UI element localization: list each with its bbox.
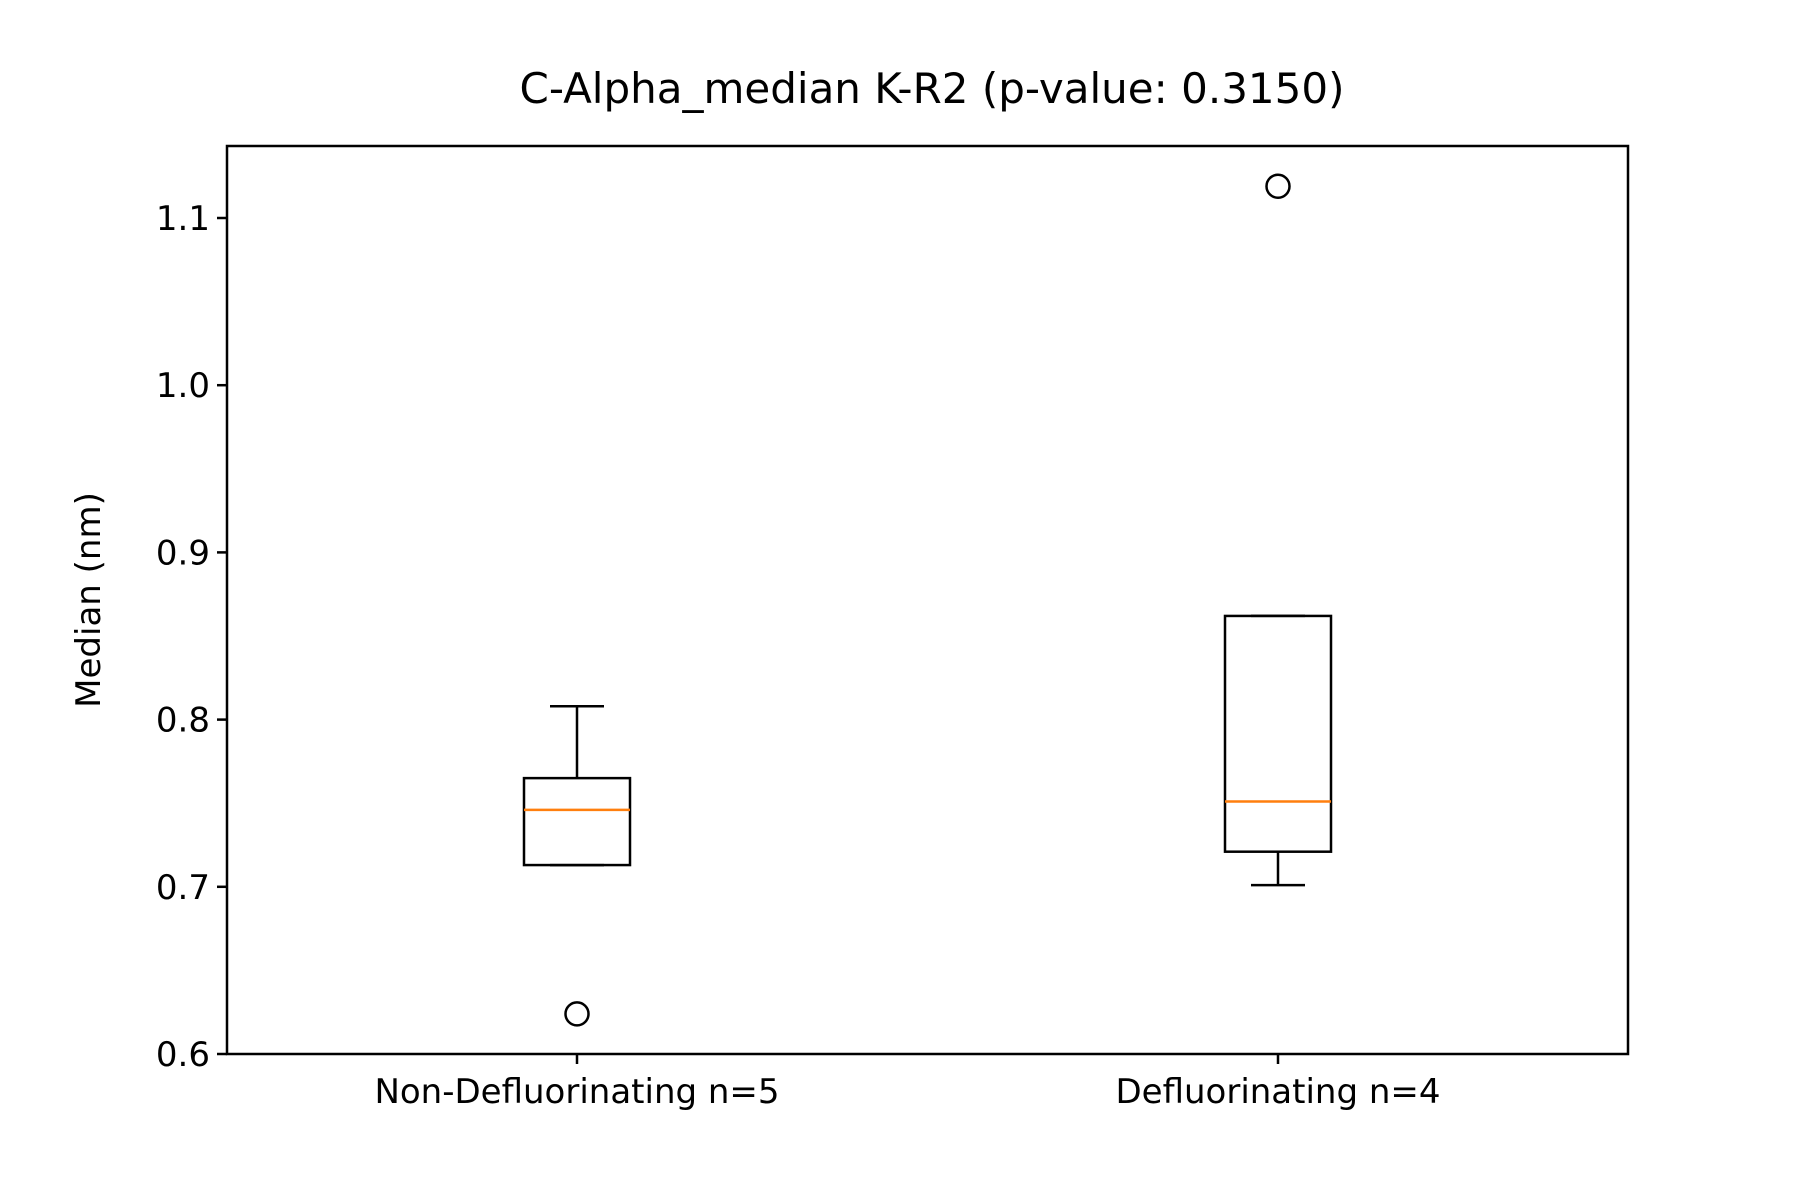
outlier-point bbox=[564, 1001, 590, 1027]
y-tick-label: 0.8 bbox=[156, 701, 210, 741]
y-tick-label: 1.1 bbox=[156, 199, 210, 239]
iqr-box bbox=[1223, 614, 1333, 853]
iqr-box bbox=[522, 776, 632, 867]
axes-frame bbox=[225, 144, 1630, 1056]
x-tick-label: Defluorinating n=4 bbox=[1115, 1072, 1440, 1112]
x-tick-label: Non-Defluorinating n=5 bbox=[374, 1072, 779, 1112]
y-tick-label: 0.6 bbox=[156, 1035, 210, 1075]
chart-title: C-Alpha_median K-R2 (p-value: 0.3150) bbox=[520, 64, 1345, 113]
y-tick-label: 0.9 bbox=[156, 533, 210, 573]
plot-area: 0.6 0.7 0.8 0.9 1.0 1.1 Non-Defluorinating n=5… bbox=[156, 173, 1441, 1112]
outlier-point bbox=[1265, 173, 1291, 199]
y-tick-label: 0.7 bbox=[156, 868, 210, 908]
y-axis-label: Median (nm) bbox=[69, 492, 109, 708]
y-tick-label: 1.0 bbox=[156, 366, 210, 406]
